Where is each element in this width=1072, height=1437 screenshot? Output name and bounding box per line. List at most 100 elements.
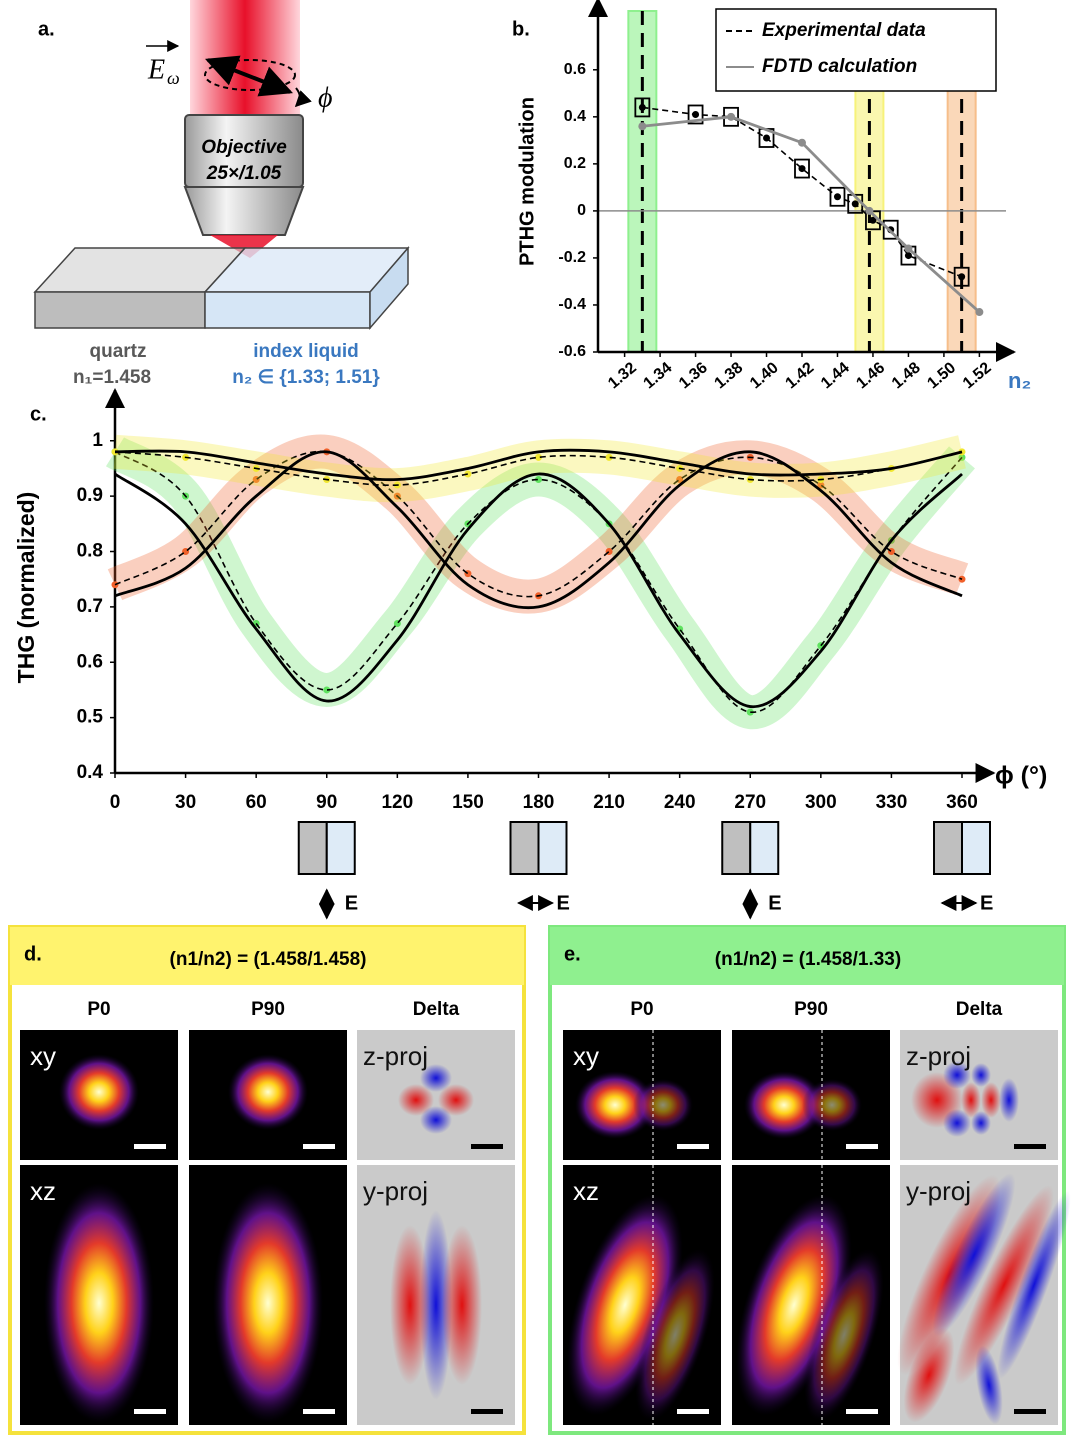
x-tick-label: 150 (452, 792, 484, 813)
panel-label: d. (24, 943, 42, 965)
scale-bar (134, 1144, 166, 1149)
x-tick-label: 120 (381, 792, 413, 813)
y-tick-label: 0.9 (77, 485, 103, 506)
legend-label: FDTD calculation (762, 56, 917, 77)
y-tick-label: 0.4 (564, 108, 586, 125)
objective-name: Objective (201, 137, 287, 158)
intensity-spot (228, 1054, 308, 1130)
sample-icon (933, 821, 963, 875)
y-tick-label: 0 (577, 202, 586, 219)
y-tick-label: -0.4 (558, 296, 586, 313)
x-tick-label: 1.40 (747, 359, 782, 392)
x-tick-label: 1.44 (818, 359, 853, 392)
box-marker (953, 266, 970, 287)
sample-icon (961, 821, 991, 875)
polarization-label: E (980, 892, 993, 914)
x-tick-label: 1.46 (853, 359, 888, 392)
projection-label: y-proj (906, 1176, 971, 1206)
scale-bar (677, 1144, 709, 1149)
data-point (638, 103, 646, 111)
data-point (746, 708, 754, 716)
x-axis-label: ϕ (°) (995, 762, 1047, 790)
material-label: index liquid (253, 341, 359, 362)
panel-header (10, 927, 524, 985)
delta-lobe (971, 1063, 991, 1087)
scale-bar (1014, 1409, 1046, 1414)
intensity-spot (635, 1248, 715, 1422)
data-point (535, 476, 542, 484)
row-label: xz (573, 1176, 599, 1206)
x-tick-label: 300 (805, 792, 837, 813)
data-point (865, 206, 874, 215)
delta-lobe (420, 1106, 452, 1134)
box-marker (687, 104, 704, 125)
column-header: Delta (956, 999, 1003, 1020)
delta-lobe (420, 1064, 452, 1092)
rotation-arrow (294, 87, 312, 108)
series-line (114, 451, 963, 487)
data-point (763, 134, 771, 142)
y-tick-label: 0.6 (564, 61, 586, 78)
panel-label: e. (564, 943, 581, 965)
column-header: Delta (413, 999, 460, 1020)
x-tick-label: 1.52 (960, 359, 995, 392)
data-point (798, 165, 806, 173)
projection-label: z-proj (906, 1041, 971, 1071)
x-tick-label: 0 (110, 792, 121, 813)
data-point (605, 453, 613, 461)
x-tick-label: 210 (593, 792, 625, 813)
row-label: xy (573, 1041, 599, 1071)
x-tick-label: 90 (316, 792, 337, 813)
x-tick-label: 1.42 (783, 359, 818, 392)
delta-lobe (398, 1084, 434, 1116)
scale-bar (303, 1144, 335, 1149)
x-tick-label: 1.50 (924, 359, 959, 392)
data-point (851, 200, 859, 208)
sample-icon (749, 821, 780, 875)
data-point (535, 453, 542, 461)
liquid-front (204, 291, 371, 329)
data-point (904, 244, 913, 253)
x-tick-label: 30 (175, 792, 196, 813)
delta-lobe (999, 1078, 1019, 1122)
scale-bar (846, 1409, 878, 1414)
delta-lobe (903, 1327, 955, 1423)
intensity-spot (567, 1194, 683, 1416)
index-label: n₁=1.458 (73, 367, 151, 388)
column-header: P90 (251, 999, 285, 1020)
row-label: xy (30, 1041, 56, 1071)
delta-lobe (961, 1082, 981, 1118)
sample-icon (721, 821, 752, 875)
scale-bar (846, 1144, 878, 1149)
series-line (642, 106, 962, 278)
field-subscript: ω (167, 68, 180, 88)
legend-label: Experimental data (762, 20, 926, 41)
y-tick-label: 0.7 (77, 596, 103, 617)
y-tick-label: 0.4 (77, 762, 104, 783)
column-header: P0 (630, 999, 653, 1020)
y-tick-label: -0.6 (558, 343, 586, 360)
x-tick-label: 1.48 (889, 359, 924, 392)
column-header: P90 (794, 999, 828, 1020)
series-line (114, 450, 963, 598)
y-tick-label: 0.2 (564, 155, 586, 172)
intensity-spot (804, 1248, 884, 1422)
data-point (798, 138, 806, 147)
panel-label: b. (512, 18, 530, 40)
y-tick-label: 0.6 (77, 651, 103, 672)
x-tick-label: 1.38 (712, 359, 747, 392)
delta-lobe (943, 1061, 971, 1089)
angle-symbol: ϕ (318, 82, 333, 113)
series-line (114, 472, 963, 708)
box-marker (829, 186, 846, 207)
delta-lobe (438, 1084, 474, 1116)
series-line (114, 450, 963, 610)
series-line (642, 115, 981, 314)
data-point (323, 686, 331, 694)
polarization-label: E (345, 892, 358, 914)
x-tick-label: 180 (523, 792, 555, 813)
y-tick-label: 1 (92, 430, 103, 451)
field-arrow (205, 55, 293, 97)
